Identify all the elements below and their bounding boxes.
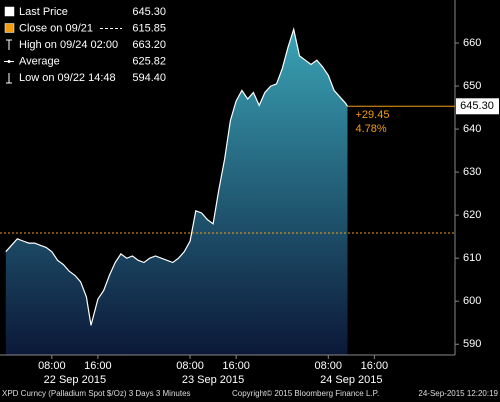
x-tick-label: 08:00	[38, 360, 66, 372]
legend-label: Last Price	[19, 6, 68, 18]
price-line	[5, 26, 349, 326]
legend-box	[0, 3, 172, 87]
y-tick-label: 650	[463, 80, 481, 92]
legend-swatch	[4, 6, 15, 17]
legend-icon	[7, 60, 11, 63]
price-area	[5, 29, 348, 356]
y-tick-label: 660	[463, 37, 481, 49]
x-tick-label: 16:00	[222, 360, 250, 372]
change-label: +29.45	[355, 109, 389, 121]
x-tick-label: 08:00	[176, 360, 204, 372]
y-tick-label: 640	[463, 123, 481, 135]
legend-swatch	[4, 23, 15, 33]
legend-value: 615.85	[132, 22, 166, 34]
y-tick-label: 590	[463, 338, 481, 350]
x-date-label: 24 Sep 2015	[320, 374, 382, 386]
y-tick-label: 620	[463, 209, 481, 221]
y-tick-label: 630	[463, 166, 481, 178]
legend-label: Average	[19, 55, 60, 67]
legend-value: 663.20	[132, 39, 166, 51]
x-tick-label: 08:00	[315, 360, 343, 372]
last-price-tag	[456, 98, 499, 115]
change-label: 4.78%	[355, 123, 386, 135]
last-price-label: 645.30	[460, 100, 494, 112]
legend-value: 645.30	[132, 6, 166, 18]
y-tick-label: 610	[463, 252, 481, 264]
legend-value: 594.40	[132, 72, 166, 84]
y-tick-label: 600	[463, 295, 481, 307]
footer-timestamp: 24-Sep-2015 12:20:19	[418, 389, 498, 398]
x-date-label: 23 Sep 2015	[182, 374, 244, 386]
x-date-label: 22 Sep 2015	[44, 374, 106, 386]
x-tick-label: 16:00	[361, 360, 389, 372]
legend-label: Low on 09/22 14:48	[19, 72, 116, 84]
footer-copyright: Copyright© 2015 Bloomberg Finance L.P.	[232, 389, 379, 398]
legend-value: 625.82	[132, 55, 166, 67]
legend-label: Close on 09/21	[19, 22, 93, 34]
footer-source: XPD Curncy (Palladium Spot $/Oz) 3 Days …	[2, 389, 191, 398]
legend-label: High on 09/24 02:00	[19, 39, 118, 51]
plot-area	[5, 26, 349, 356]
x-tick-label: 16:00	[84, 360, 112, 372]
